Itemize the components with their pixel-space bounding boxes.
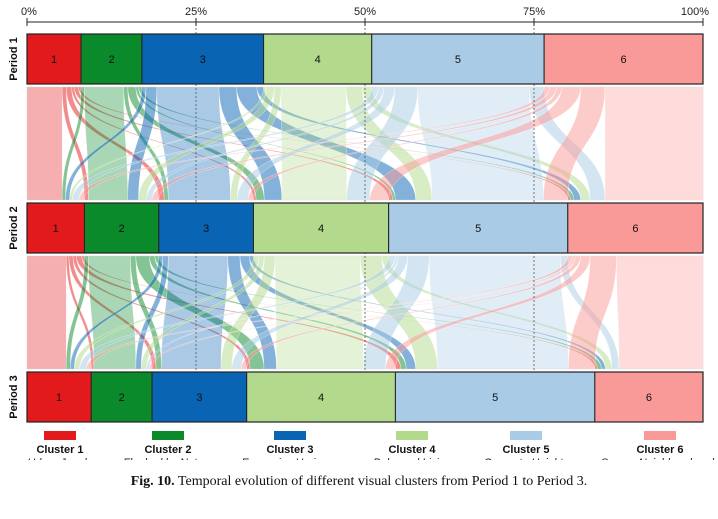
bar-p3-cluster-6 bbox=[594, 371, 704, 423]
bar-label-p1-cluster-6: 6 bbox=[621, 54, 627, 66]
flow-c6-to-c6 bbox=[616, 255, 704, 370]
bar-label-p2-cluster-4: 4 bbox=[318, 223, 324, 235]
bar-p1-cluster-6 bbox=[543, 33, 704, 85]
x-tick-label-50: 50% bbox=[354, 6, 376, 18]
flow-c6-to-c1 bbox=[78, 86, 550, 201]
bar-p2-cluster-6 bbox=[567, 202, 704, 254]
legend-title-cluster-2: Cluster 2 bbox=[144, 444, 191, 456]
bar-label-p1-cluster-3: 3 bbox=[200, 54, 206, 66]
flow-c6-to-c1 bbox=[86, 255, 573, 370]
bar-p2-cluster-5 bbox=[388, 202, 569, 254]
legend-title-cluster-1: Cluster 1 bbox=[36, 444, 83, 456]
bar-p3-cluster-2 bbox=[90, 371, 153, 423]
bar-outline-p2 bbox=[26, 202, 704, 254]
legend-title-cluster-3: Cluster 3 bbox=[266, 444, 313, 456]
flow-c6-to-c2 bbox=[149, 255, 576, 370]
bar-label-p3-cluster-5: 5 bbox=[492, 392, 498, 404]
flow-c6-to-c5 bbox=[543, 86, 606, 201]
flow-c1-to-c1 bbox=[26, 86, 63, 201]
caption-text: Temporal evolution of different visual c… bbox=[177, 474, 588, 489]
caption-label: Fig. 10. bbox=[130, 474, 175, 489]
bar-label-p2-cluster-2: 2 bbox=[119, 223, 125, 235]
bar-p2-cluster-4 bbox=[252, 202, 390, 254]
bar-label-p2-cluster-1: 1 bbox=[53, 223, 59, 235]
legend-swatch-cluster-6 bbox=[644, 431, 676, 440]
x-axis-ticks: 0% 25% 50% 75% 100% bbox=[21, 6, 709, 26]
flow-c6-to-c3 bbox=[247, 86, 562, 201]
alluvial-chart: 1 2 3 4 5 6 Period 1 1 2 3 4 5 6 Period 2 1 2 3 4 5 6 Period… bbox=[8, 6, 718, 460]
flow-c5-to-c5 bbox=[429, 255, 569, 370]
bar-p3-cluster-4 bbox=[246, 371, 396, 423]
flow-c6-to-c5 bbox=[568, 255, 617, 370]
bar-label-p2-cluster-5: 5 bbox=[475, 223, 481, 235]
flow-c6-to-c2 bbox=[151, 86, 557, 201]
x-tick-label-75: 75% bbox=[523, 6, 545, 18]
legend-title-cluster-5: Cluster 5 bbox=[502, 444, 549, 456]
flow-c6-to-c4 bbox=[369, 86, 581, 201]
legend-desc-cluster-5: Concrete Heights bbox=[484, 457, 569, 460]
period-bars: 1 2 3 4 5 6 Period 1 1 2 3 4 5 6 Period 2 1 2 3 4 5 6 Period… bbox=[8, 33, 704, 423]
bar-label-p2-cluster-3: 3 bbox=[203, 223, 209, 235]
legend-desc-cluster-6: Sparse Neighbourhoods bbox=[601, 457, 718, 460]
legend-desc-cluster-4: Balanced Living bbox=[373, 457, 452, 460]
flow-c6-to-c3 bbox=[241, 255, 581, 370]
flow-c3-to-c3 bbox=[161, 255, 228, 370]
flow-c1-to-c1 bbox=[26, 255, 67, 370]
legend-desc-cluster-3: Expansive Horizons bbox=[241, 457, 339, 460]
flow-c6-to-c4 bbox=[385, 255, 591, 370]
legend-swatch-cluster-3 bbox=[274, 431, 306, 440]
legend-swatch-cluster-4 bbox=[396, 431, 428, 440]
bar-outline-p1 bbox=[26, 33, 704, 85]
period-label-1: Period 1 bbox=[8, 37, 20, 80]
bar-label-p3-cluster-1: 1 bbox=[56, 392, 62, 404]
flow-c6-to-c6 bbox=[604, 86, 704, 201]
bar-label-p2-cluster-6: 6 bbox=[632, 223, 638, 235]
legend-swatch-cluster-1 bbox=[44, 431, 76, 440]
bar-label-p1-cluster-5: 5 bbox=[455, 54, 461, 66]
x-tick-label-25: 25% bbox=[185, 6, 207, 18]
x-tick-label-0: 0% bbox=[21, 6, 37, 18]
legend-title-cluster-4: Cluster 4 bbox=[388, 444, 436, 456]
bar-label-p1-cluster-4: 4 bbox=[315, 54, 321, 66]
period-label-2: Period 2 bbox=[8, 206, 20, 249]
legend-swatch-cluster-5 bbox=[510, 431, 542, 440]
bar-label-p1-cluster-1: 1 bbox=[51, 54, 57, 66]
bar-label-p3-cluster-4: 4 bbox=[318, 392, 324, 404]
legend: Cluster 1Urban Jungle Cluster 2Flanked by… bbox=[27, 431, 718, 460]
legend-swatch-cluster-2 bbox=[152, 431, 184, 440]
legend-title-cluster-6: Cluster 6 bbox=[636, 444, 683, 456]
legend-desc-cluster-2: Flanked by Nature bbox=[123, 457, 213, 460]
bar-outline-p3 bbox=[26, 371, 704, 423]
bar-label-p3-cluster-6: 6 bbox=[646, 392, 652, 404]
period-label-3: Period 3 bbox=[8, 375, 20, 418]
legend-desc-cluster-1: Urban Jungle bbox=[27, 457, 92, 460]
figure-caption: Fig. 10. Temporal evolution of different… bbox=[0, 474, 718, 490]
bar-p1-cluster-5 bbox=[371, 33, 545, 85]
flows-layer bbox=[26, 86, 704, 370]
bar-label-p3-cluster-2: 2 bbox=[119, 392, 125, 404]
bar-label-p3-cluster-3: 3 bbox=[196, 392, 202, 404]
x-tick-label-100: 100% bbox=[681, 6, 709, 18]
bar-label-p1-cluster-2: 2 bbox=[108, 54, 114, 66]
